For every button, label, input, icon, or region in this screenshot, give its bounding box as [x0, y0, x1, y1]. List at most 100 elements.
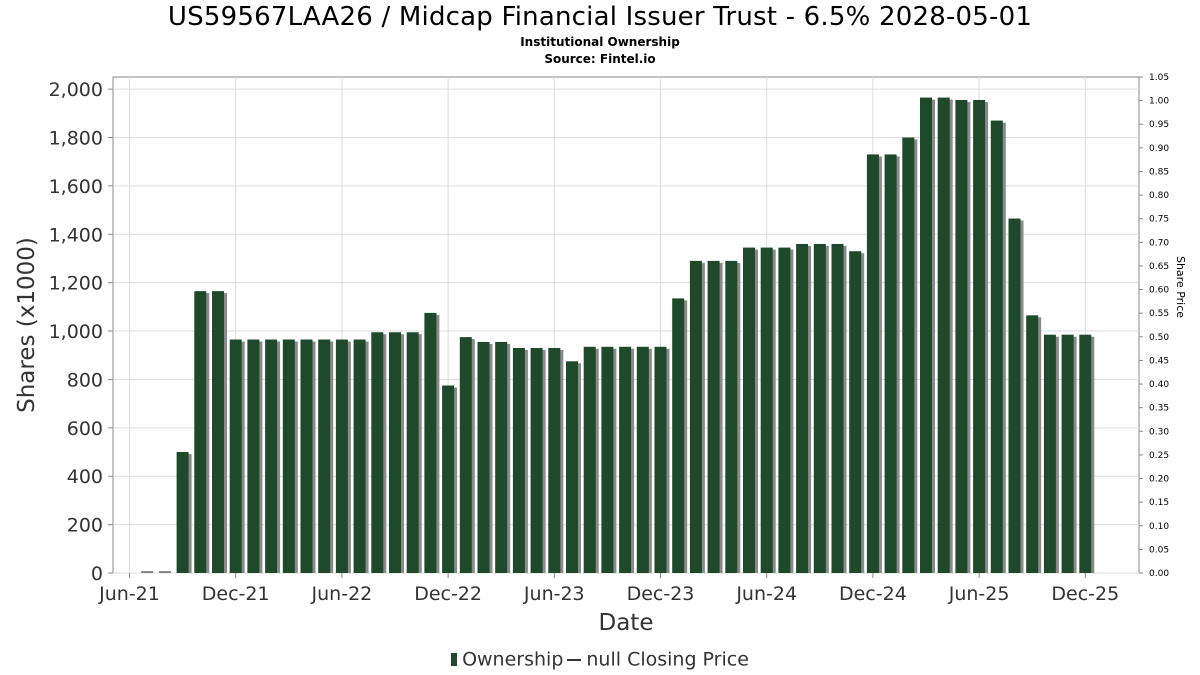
ownership-bar — [176, 452, 189, 573]
x-tick-label: Dec-22 — [414, 583, 482, 605]
ownership-bar — [1043, 334, 1056, 573]
x-tick-label: Dec-23 — [627, 583, 695, 605]
ownership-bar — [282, 339, 295, 573]
ownership-bar — [813, 243, 826, 573]
y2-tick-label: 1.05 — [1149, 73, 1169, 83]
y2-axis-label: Share Price — [1174, 256, 1187, 318]
y2-tick-label: 0.90 — [1149, 144, 1169, 154]
chart-title: US59567LAA26 / Midcap Financial Issuer T… — [167, 2, 1033, 32]
y-tick-label: 1,800 — [49, 127, 103, 149]
y-tick-label: 0 — [91, 563, 103, 585]
y2-tick-label: 0.35 — [1149, 404, 1169, 414]
ownership-bar — [247, 339, 260, 573]
ownership-bar — [902, 137, 915, 574]
y-axis-label: Shares (x1000) — [14, 237, 40, 413]
ownership-bar — [424, 312, 437, 573]
ownership-bar — [583, 346, 596, 573]
ownership-bar — [920, 97, 932, 573]
legend-price-label: null Closing Price — [586, 648, 749, 671]
ownership-bar — [955, 99, 968, 574]
y2-tick-label: 0.65 — [1149, 262, 1169, 272]
y-tick-label: 1,200 — [49, 273, 103, 295]
ownership-chart: 0 200 400 600 800 1,000 1,200 1,400 1,600 1,800 2,… — [14, 73, 1187, 636]
ownership-bar — [194, 291, 207, 573]
ownership-bar — [743, 247, 755, 573]
ownership-bar — [831, 243, 844, 573]
ownership-bar — [672, 298, 685, 573]
ownership-bar — [265, 339, 278, 573]
x-axis-label: Date — [599, 610, 654, 636]
ownership-bar — [371, 332, 384, 573]
y2-tick-label: 0.50 — [1149, 333, 1169, 343]
ownership-bar — [973, 99, 986, 574]
ownership-bar — [212, 291, 224, 573]
ownership-bar — [548, 347, 561, 573]
y-tick-label: 1,600 — [49, 176, 103, 198]
x-tick-label: Dec-24 — [839, 583, 907, 605]
y-tick-label: 800 — [67, 369, 103, 391]
ownership-bar — [1061, 334, 1074, 573]
y2-tick-label: 0.95 — [1149, 120, 1169, 130]
ownership-bar — [1079, 334, 1092, 573]
y2-tick-label: 0.30 — [1149, 427, 1169, 437]
x-tick-label: Dec-25 — [1051, 583, 1119, 605]
ownership-swatch-icon — [451, 653, 458, 666]
y-tick-label: 1,400 — [49, 224, 103, 246]
chart-source: Source: Fintel.io — [544, 52, 656, 66]
chart-subtitle: Institutional Ownership — [520, 35, 680, 49]
y-tick-label: 200 — [67, 515, 103, 537]
ownership-bar — [1008, 218, 1021, 574]
ownership-bar — [866, 154, 879, 574]
ownership-bar — [566, 361, 578, 573]
ownership-bar — [849, 251, 862, 573]
ownership-bar — [406, 332, 419, 573]
x-tick-label: Jun-22 — [311, 583, 373, 605]
ownership-bar — [442, 385, 455, 573]
ownership-bar — [707, 260, 720, 573]
y2-tick-label: 0.25 — [1149, 451, 1169, 461]
price-line-icon — [567, 658, 582, 661]
y2-tick-label: 0.15 — [1149, 498, 1169, 508]
x-tick-label: Jun-24 — [735, 583, 797, 605]
y-tick-label: 1,000 — [49, 321, 103, 343]
ownership-bar — [796, 243, 809, 573]
ownership-bar — [990, 120, 1003, 574]
y2-tick-label: 0.20 — [1149, 475, 1169, 485]
ownership-bar — [937, 97, 950, 573]
ownership-bar — [335, 339, 348, 573]
y-tick-label: 600 — [67, 418, 103, 440]
ownership-bar — [530, 347, 543, 573]
ownership-bar — [636, 346, 649, 573]
ownership-bar — [318, 339, 331, 573]
y2-tick-label: 0.40 — [1149, 380, 1169, 390]
y-tick-label: 400 — [67, 466, 103, 488]
x-tick-label: Dec-21 — [202, 583, 270, 605]
y2-tick-label: 0.55 — [1149, 309, 1169, 319]
ownership-bar — [300, 339, 313, 573]
x-tick-label: Jun-23 — [523, 583, 585, 605]
ownership-bar — [725, 260, 738, 573]
ownership-bar — [689, 260, 702, 573]
ownership-bar — [778, 247, 791, 573]
y2-tick-label: 0.00 — [1149, 569, 1169, 579]
ownership-bar — [601, 346, 614, 573]
y2-tick-label: 0.80 — [1149, 191, 1169, 201]
ownership-bar — [495, 341, 508, 573]
ownership-bar — [619, 346, 632, 573]
ownership-bar — [477, 341, 490, 573]
y2-tick-label: 0.85 — [1149, 167, 1169, 177]
y-tick-label: 2,000 — [49, 79, 103, 101]
ownership-bar — [512, 347, 525, 573]
ownership-bar — [1026, 315, 1039, 573]
y2-tick-label: 0.70 — [1149, 238, 1169, 248]
ownership-bar — [229, 339, 242, 573]
ownership-bar — [884, 154, 897, 574]
ownership-bar — [760, 247, 773, 573]
x-tick-label: Jun-21 — [98, 583, 160, 605]
y2-tick-label: 0.45 — [1149, 356, 1169, 366]
chart-legend: Ownership null Closing Price — [0, 648, 1200, 671]
legend-ownership-label: Ownership — [462, 648, 564, 671]
y2-tick-label: 0.05 — [1149, 545, 1169, 555]
ownership-bar — [654, 346, 667, 573]
ownership-bar — [459, 337, 472, 573]
